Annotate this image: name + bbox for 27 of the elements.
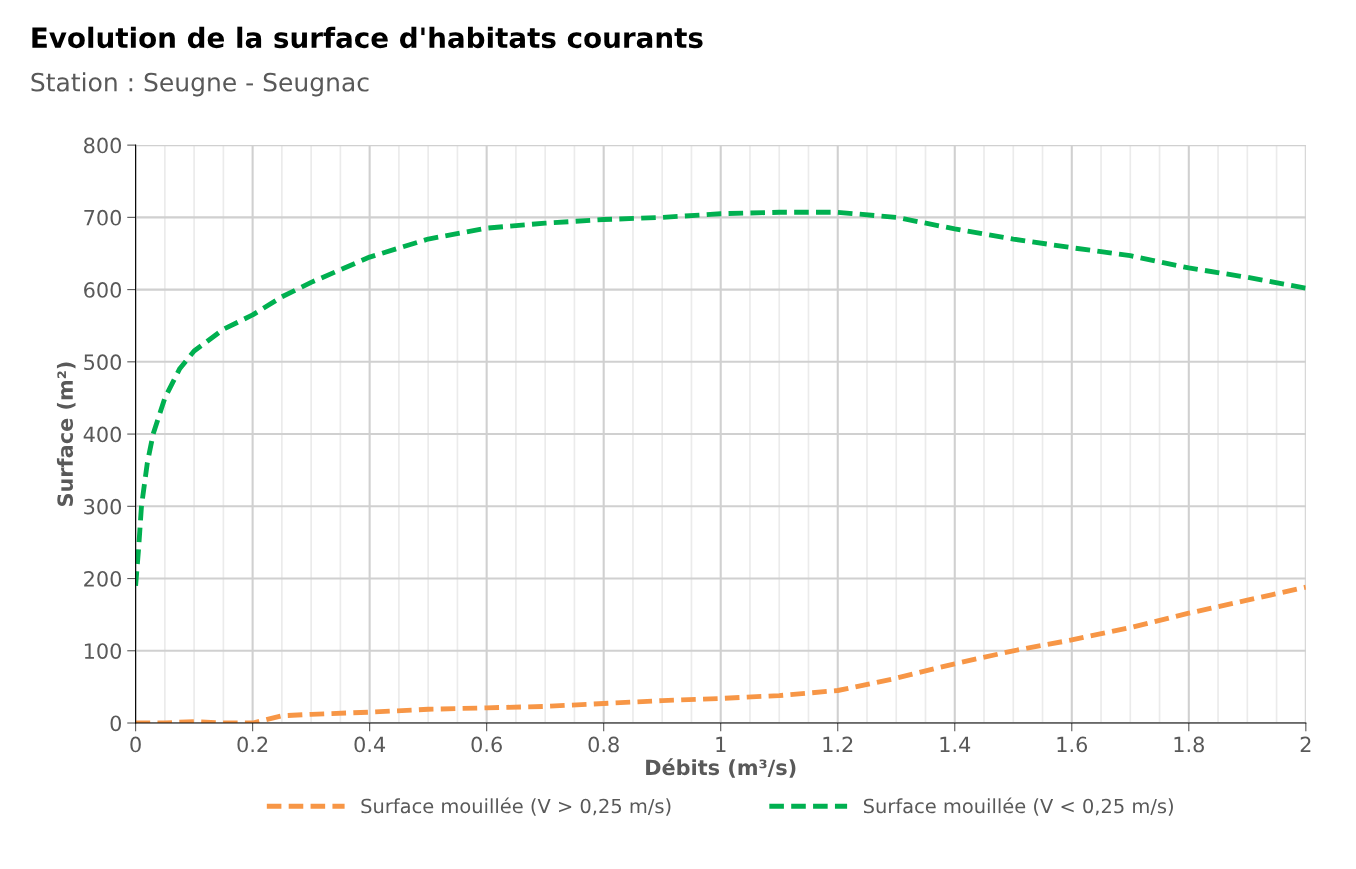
y-tick-label: 700 <box>84 209 122 226</box>
y-tick-label: 100 <box>84 643 122 659</box>
line-series <box>135 209 1306 589</box>
y-tick-label: 500 <box>84 354 122 371</box>
x-tick-label: 1.6 <box>1057 736 1088 753</box>
legend-label: Surface mouillée (V > 0,25 m/s) <box>361 797 671 816</box>
y-tick-label: 0 <box>110 715 122 732</box>
y-tick-label: 200 <box>84 570 122 587</box>
x-tick-label: 0.8 <box>588 736 619 753</box>
x-tick-label: 0.4 <box>354 736 386 753</box>
x-tick-label: 0 <box>130 736 141 753</box>
x-axis-title: Débits (m³/s) <box>646 758 796 778</box>
y-tick-label: 400 <box>83 426 122 443</box>
chart-title: Evolution de la surface d'habitats courants <box>32 26 703 49</box>
x-tick-label: 1.8 <box>1174 736 1204 753</box>
x-tick-label: 0.2 <box>237 736 268 753</box>
y-tick-label: 600 <box>84 282 122 298</box>
x-tick-label: 2 <box>1300 736 1311 753</box>
legend-label: Surface mouillée (V < 0,25 m/s) <box>863 797 1173 816</box>
x-tick-label: 1.4 <box>940 736 971 753</box>
chart-subtitle: Station : Seugne - Seugnac <box>31 72 369 97</box>
y-axis-title: Surface (m²) <box>56 362 76 506</box>
y-tick-label: 300 <box>84 498 122 515</box>
y-tick-label: 800 <box>84 137 122 154</box>
x-tick-label: 0.6 <box>471 736 502 753</box>
x-tick-label: 1.2 <box>823 736 853 753</box>
x-tick-label: 1 <box>716 736 726 753</box>
